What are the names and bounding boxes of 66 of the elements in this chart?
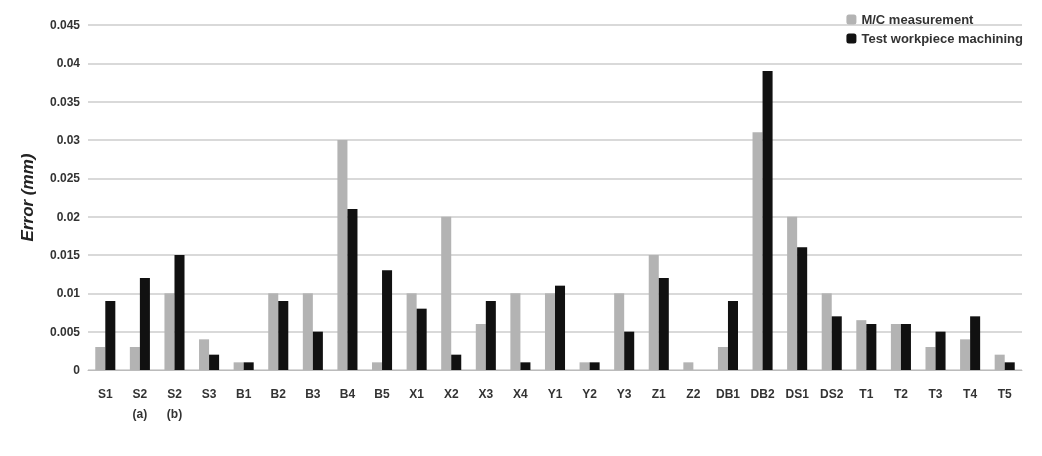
- bar: [831, 316, 842, 370]
- x-tick-label: S3: [201, 387, 217, 401]
- x-tick-label: B2: [270, 387, 287, 401]
- x-tick-label: T2: [893, 387, 909, 401]
- bar: [797, 247, 808, 370]
- y-tick-label: 0.03: [56, 133, 81, 147]
- x-tick-label: X3: [478, 387, 494, 401]
- bar: [866, 324, 877, 370]
- bar: [762, 71, 773, 370]
- x-tick-label: S2 (b): [166, 387, 183, 421]
- bar: [970, 316, 981, 370]
- bar: [555, 285, 566, 370]
- x-tick-label: Y1: [547, 387, 563, 401]
- x-tick-label: Z2: [686, 387, 701, 401]
- x-tick-label: B4: [339, 387, 356, 401]
- bar: [485, 301, 496, 370]
- y-tick-label: 0.04: [56, 56, 81, 71]
- x-tick-label: B1: [235, 387, 252, 401]
- legend-label: Test workpiece machining: [861, 31, 1024, 46]
- bar: [589, 362, 600, 370]
- x-tick-label: S1: [97, 387, 113, 401]
- x-tick-label: Z1: [651, 387, 667, 401]
- x-tick-label: Y2: [582, 387, 598, 401]
- x-tick-label: T1: [859, 387, 874, 401]
- bar: [1004, 362, 1015, 370]
- x-tick-label: X2: [443, 387, 459, 401]
- bar: [658, 278, 669, 370]
- y-tick-label: 0.035: [49, 94, 81, 109]
- bar: [727, 301, 738, 370]
- x-tick-label: B3: [305, 387, 321, 401]
- x-tick-label: Y3: [616, 387, 632, 401]
- y-tick-label: 0.045: [49, 18, 81, 32]
- bar: [278, 301, 289, 370]
- bar: [935, 331, 946, 370]
- bar: [105, 301, 116, 370]
- x-tick-label: DS2: [820, 387, 844, 401]
- y-tick-label: 0.025: [49, 171, 81, 186]
- y-tick-label: 0.02: [56, 209, 81, 224]
- y-tick-label: 0.015: [49, 248, 81, 262]
- bar: [243, 362, 254, 370]
- bar: [312, 331, 323, 370]
- bar: [139, 278, 150, 370]
- x-tick-label: T3: [928, 387, 943, 401]
- x-tick-label: DB1: [715, 387, 741, 401]
- x-tick-label: S2 (a): [132, 387, 148, 421]
- bar: [900, 324, 911, 370]
- bar: [520, 362, 531, 370]
- x-tick-label: T5: [997, 387, 1013, 401]
- bar: [347, 209, 358, 370]
- y-axis-title: Error (mm): [18, 153, 37, 242]
- bar: [209, 354, 220, 370]
- bar: [624, 331, 635, 370]
- x-tick-label: X1: [409, 387, 425, 401]
- y-tick-label: 0.005: [49, 324, 81, 339]
- bar: [382, 270, 393, 370]
- x-tick-label: T4: [963, 387, 978, 401]
- y-tick-label: 0.01: [56, 286, 81, 301]
- x-tick-label: DB2: [750, 387, 775, 401]
- y-tick-label: 0: [73, 363, 81, 377]
- bar: [174, 255, 185, 370]
- x-tick-label: B5: [374, 387, 391, 401]
- bar: [451, 354, 462, 370]
- x-tick-label: DS1: [785, 387, 810, 401]
- legend-label: M/C measurement: [861, 12, 975, 27]
- x-tick-label: X4: [513, 387, 529, 401]
- bar: [416, 308, 427, 370]
